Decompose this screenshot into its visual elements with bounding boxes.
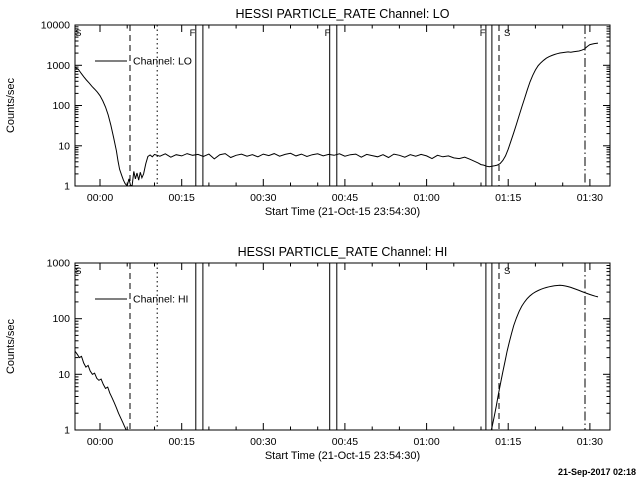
y-tick-label: 1 [64,425,70,437]
x-tick-label: 00:45 [332,192,358,204]
legend-label: Channel: HI [133,294,188,306]
flag-letter-S: S [75,266,81,277]
flag-letter-S: S [504,266,510,277]
x-tick-label: 01:15 [495,436,521,448]
y-tick-label: 100 [52,313,70,325]
y-tick-label: 100 [52,100,70,112]
flag-letter-F: F [480,28,486,39]
chart-title: HESSI PARTICLE_RATE Channel: HI [238,245,448,259]
chart-title: HESSI PARTICLE_RATE Channel: LO [236,7,450,21]
x-tick-label: 00:30 [250,436,276,448]
y-tick-label: 1000 [47,258,71,270]
y-tick-label: 10 [58,369,70,381]
x-tick-label: 01:00 [413,436,439,448]
y-axis-label: Counts/sec [5,318,17,374]
x-tick-label: 00:15 [169,436,195,448]
chart-hi: 1 10 100 1000 00:00 00:15 00:30 00:45 01:00 01:15… [5,245,611,462]
axis-ticks [75,24,610,187]
flag-letter-F: F [325,28,331,39]
x-axis-label: Start Time (21-Oct-15 23:54:30) [265,206,420,218]
flag-letter-F: F [190,28,196,39]
y-tick-label: 1 [64,181,70,193]
y-axis-label: Counts/sec [5,77,17,133]
flag-letter-S: S [504,28,510,39]
creation-timestamp: 21-Sep-2017 02:18 [557,467,636,477]
x-tick-label: 00:00 [87,192,113,204]
y-tick-label: 10000 [41,20,70,32]
x-tick-label: 00:15 [169,192,195,204]
axis-ticks [75,262,610,431]
y-tick-label: 1000 [47,60,71,72]
axes-frame [74,262,611,431]
x-tick-label: 00:00 [87,436,113,448]
flag-letter-S: S [75,28,81,39]
series-line-hi [75,284,599,430]
x-axis-label: Start Time (21-Oct-15 23:54:30) [265,450,420,462]
x-tick-label: 01:30 [577,192,603,204]
axes-frame [74,24,611,187]
y-tick-label: 10 [58,140,70,152]
x-tick-label: 00:45 [332,436,358,448]
x-tick-label: 01:30 [577,436,603,448]
legend-label: Channel: LO [133,56,192,68]
x-tick-label: 01:00 [413,192,439,204]
chart-lo: 1 10 100 1000 10000 00:00 00:15 00:30 00:45 01:00… [5,7,611,218]
x-tick-label: 00:30 [250,192,276,204]
x-tick-label: 01:15 [495,192,521,204]
